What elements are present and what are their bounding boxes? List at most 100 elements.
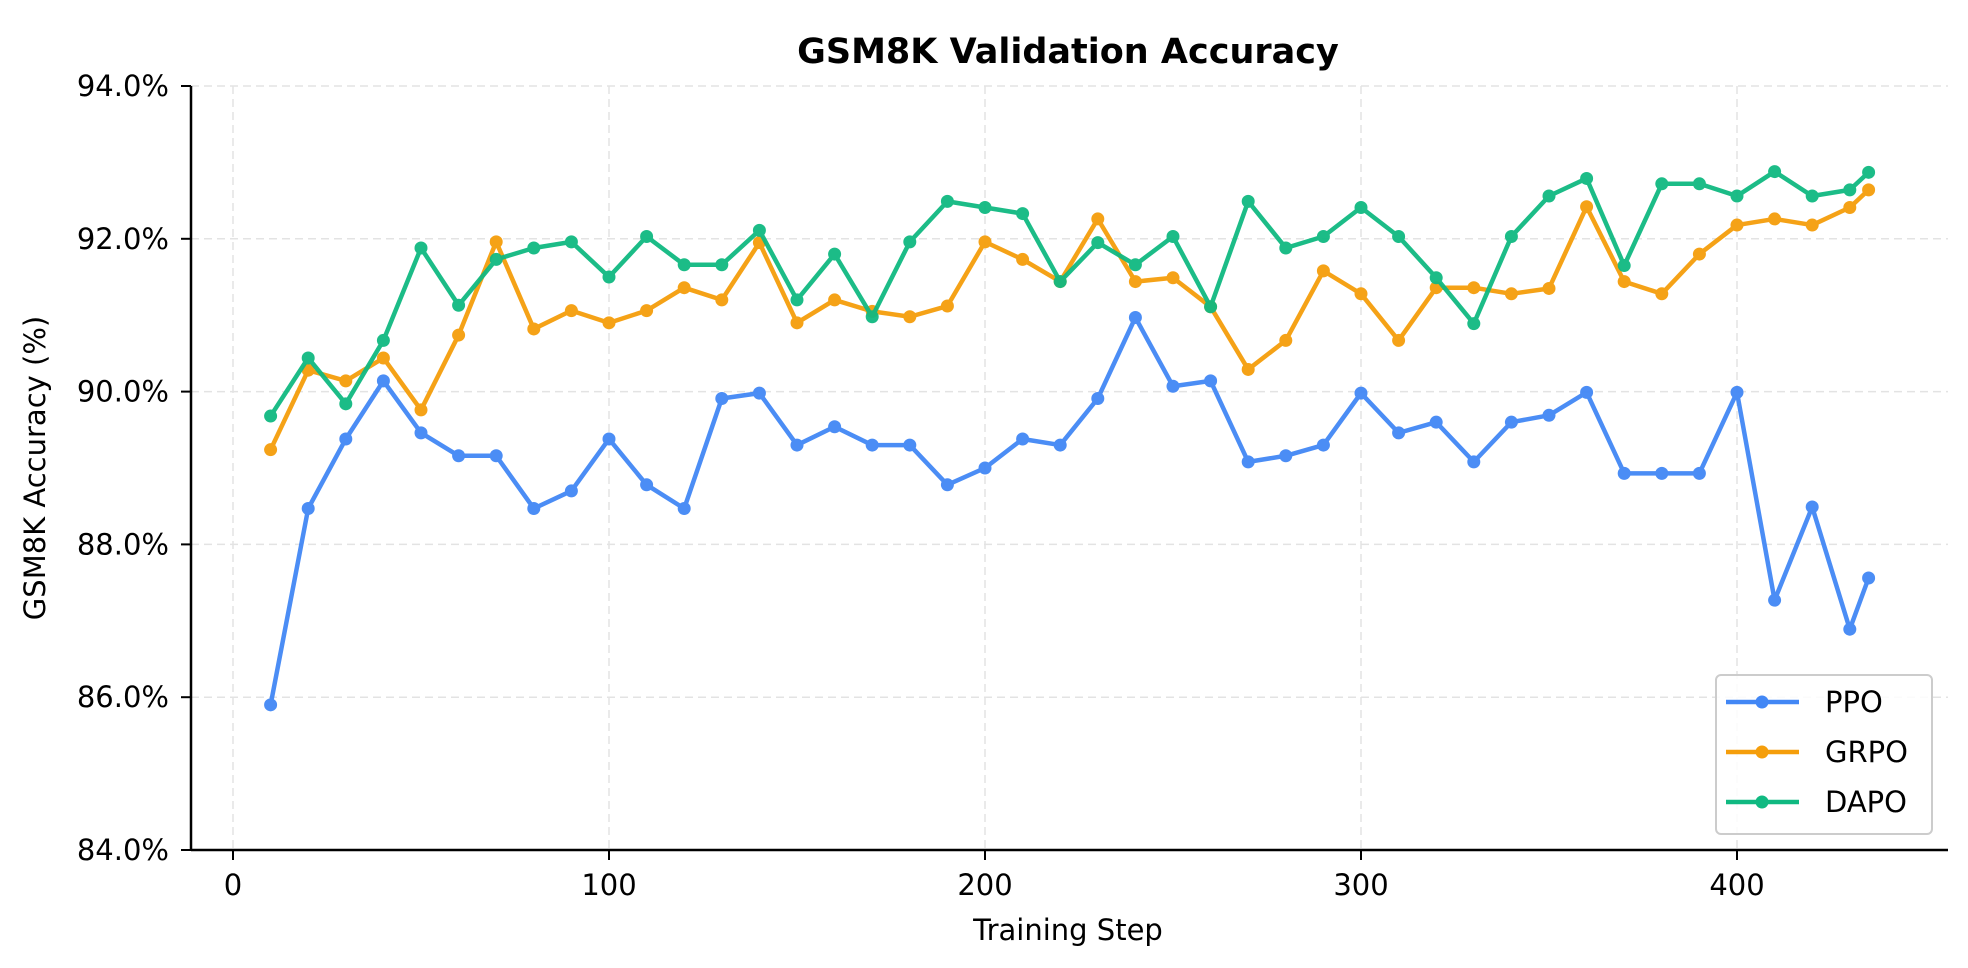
data-point xyxy=(1730,385,1744,399)
legend-marker xyxy=(1755,795,1769,809)
data-point xyxy=(1053,275,1067,289)
data-point xyxy=(564,304,578,318)
data-point xyxy=(940,194,954,208)
data-point xyxy=(1354,386,1368,400)
data-point xyxy=(1692,247,1706,261)
data-point xyxy=(1204,300,1218,314)
data-point xyxy=(264,698,278,712)
data-point xyxy=(376,333,390,347)
data-point xyxy=(527,241,541,255)
data-point xyxy=(715,391,729,405)
data-point xyxy=(978,461,992,475)
y-axis-label: GSM8K Accuracy (%) xyxy=(18,316,52,620)
data-point xyxy=(1730,189,1744,203)
legend-label: DAPO xyxy=(1825,785,1907,819)
data-point xyxy=(301,351,315,365)
data-point xyxy=(828,247,842,261)
data-point xyxy=(1692,177,1706,191)
data-point xyxy=(1392,230,1406,244)
data-point xyxy=(1768,212,1782,226)
data-point xyxy=(1279,333,1293,347)
legend-box xyxy=(1715,674,1933,835)
data-point xyxy=(752,223,766,237)
data-point xyxy=(602,316,616,330)
data-point xyxy=(1241,194,1255,208)
data-point xyxy=(640,304,654,318)
data-point xyxy=(1580,385,1594,399)
data-point xyxy=(1617,259,1631,273)
data-point xyxy=(790,293,804,307)
data-point xyxy=(1279,449,1293,463)
y-tick-label: 92.0% xyxy=(77,222,169,256)
data-point xyxy=(1091,236,1105,250)
data-point xyxy=(1730,218,1744,232)
data-point xyxy=(1241,362,1255,376)
data-point xyxy=(1316,264,1330,278)
y-tick-label: 84.0% xyxy=(77,833,169,867)
data-point xyxy=(790,438,804,452)
data-point xyxy=(376,374,390,388)
data-point xyxy=(828,420,842,434)
data-point xyxy=(715,258,729,272)
data-point xyxy=(1655,466,1669,480)
data-point xyxy=(1316,438,1330,452)
data-point xyxy=(1862,183,1876,197)
data-point xyxy=(414,403,428,417)
y-tick-label: 88.0% xyxy=(77,527,169,561)
data-point xyxy=(1354,200,1368,214)
data-point xyxy=(1091,212,1105,226)
data-point xyxy=(1655,287,1669,301)
data-point xyxy=(489,449,503,463)
data-point xyxy=(1655,177,1669,191)
data-point xyxy=(1768,593,1782,607)
data-point xyxy=(1392,333,1406,347)
legend-marker xyxy=(1755,745,1769,759)
data-point xyxy=(452,298,466,312)
data-point xyxy=(677,281,691,295)
data-point xyxy=(715,293,729,307)
data-point xyxy=(1016,207,1030,221)
data-point xyxy=(865,438,879,452)
series-line xyxy=(268,315,1871,706)
data-point xyxy=(865,310,879,324)
series-ppo xyxy=(264,310,1876,712)
legend-marker xyxy=(1755,695,1769,709)
data-point xyxy=(1354,287,1368,301)
data-point xyxy=(1617,275,1631,289)
x-tick-label: 300 xyxy=(1333,868,1388,902)
data-point xyxy=(1053,438,1067,452)
data-point xyxy=(1429,271,1443,285)
data-point xyxy=(1617,466,1631,480)
data-point xyxy=(264,443,278,457)
data-point xyxy=(978,200,992,214)
data-point xyxy=(1504,287,1518,301)
x-tick-label: 200 xyxy=(957,868,1012,902)
data-point xyxy=(1805,500,1819,514)
data-point xyxy=(677,258,691,272)
data-point xyxy=(978,235,992,249)
data-point xyxy=(903,438,917,452)
data-point xyxy=(414,426,428,440)
data-point xyxy=(1504,230,1518,244)
data-point xyxy=(1580,200,1594,214)
data-point xyxy=(1091,391,1105,405)
data-point xyxy=(1467,317,1481,331)
data-point xyxy=(1805,218,1819,232)
data-point xyxy=(1542,189,1556,203)
x-axis-label: Training Step xyxy=(972,913,1163,947)
y-tick-label: 86.0% xyxy=(77,680,169,714)
data-point xyxy=(376,351,390,365)
data-point xyxy=(1128,258,1142,272)
data-point xyxy=(940,478,954,492)
series-dapo xyxy=(264,165,1876,423)
series-grpo xyxy=(264,183,1876,457)
data-point xyxy=(1204,374,1218,388)
data-point xyxy=(527,501,541,515)
data-point xyxy=(1843,622,1857,636)
data-point xyxy=(339,374,353,388)
data-point xyxy=(264,409,278,423)
data-point xyxy=(1805,189,1819,203)
data-point xyxy=(1843,200,1857,214)
data-point xyxy=(1542,408,1556,422)
